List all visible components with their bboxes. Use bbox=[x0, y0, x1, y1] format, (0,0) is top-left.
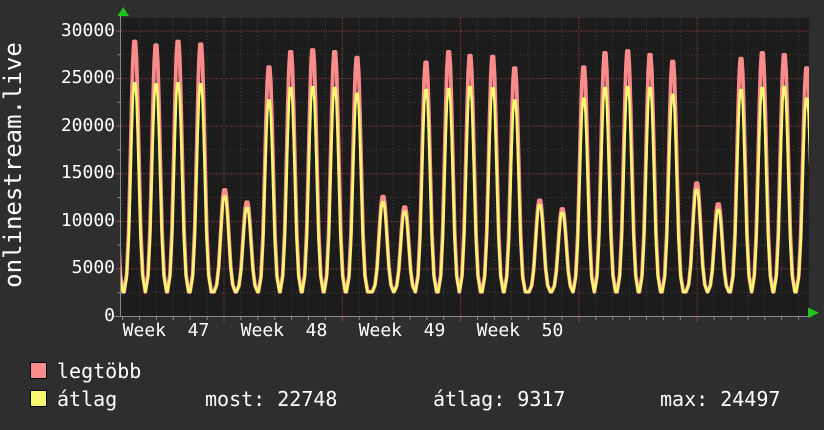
y-tick-label: 10000 bbox=[60, 210, 115, 231]
y-axis-title: onlinestream.live bbox=[0, 42, 27, 288]
y-tick-label: 15000 bbox=[60, 162, 115, 183]
stat-atlag: átlag: 9317 bbox=[433, 387, 566, 411]
y-tick-label: 25000 bbox=[60, 67, 115, 88]
axes-and-ticks bbox=[113, 14, 812, 322]
series-atlag bbox=[121, 82, 809, 294]
legend-label-atlag: átlag bbox=[57, 387, 118, 411]
legend-swatch-legtobb bbox=[30, 362, 47, 379]
y-tick-label: 5000 bbox=[71, 257, 115, 278]
y-tick-label: 0 bbox=[104, 305, 115, 326]
up-arrow-icon bbox=[117, 7, 129, 16]
x-tick-label-week47: Week 47 bbox=[122, 320, 210, 341]
x-tick-label-week48: Week 48 bbox=[240, 320, 328, 341]
stat-most: most: 22748 bbox=[205, 387, 338, 411]
right-arrow-icon bbox=[808, 307, 819, 318]
x-tick-label-week49: Week 49 bbox=[358, 320, 446, 341]
legend-swatch-atlag bbox=[30, 390, 47, 407]
y-tick-label: 20000 bbox=[60, 115, 115, 136]
x-tick-label-week50: Week 50 bbox=[476, 320, 564, 341]
legend-label-legtobb: legtöbb bbox=[57, 359, 142, 383]
y-tick-label: 30000 bbox=[60, 20, 115, 41]
stat-max: max: 24497 bbox=[660, 387, 781, 411]
